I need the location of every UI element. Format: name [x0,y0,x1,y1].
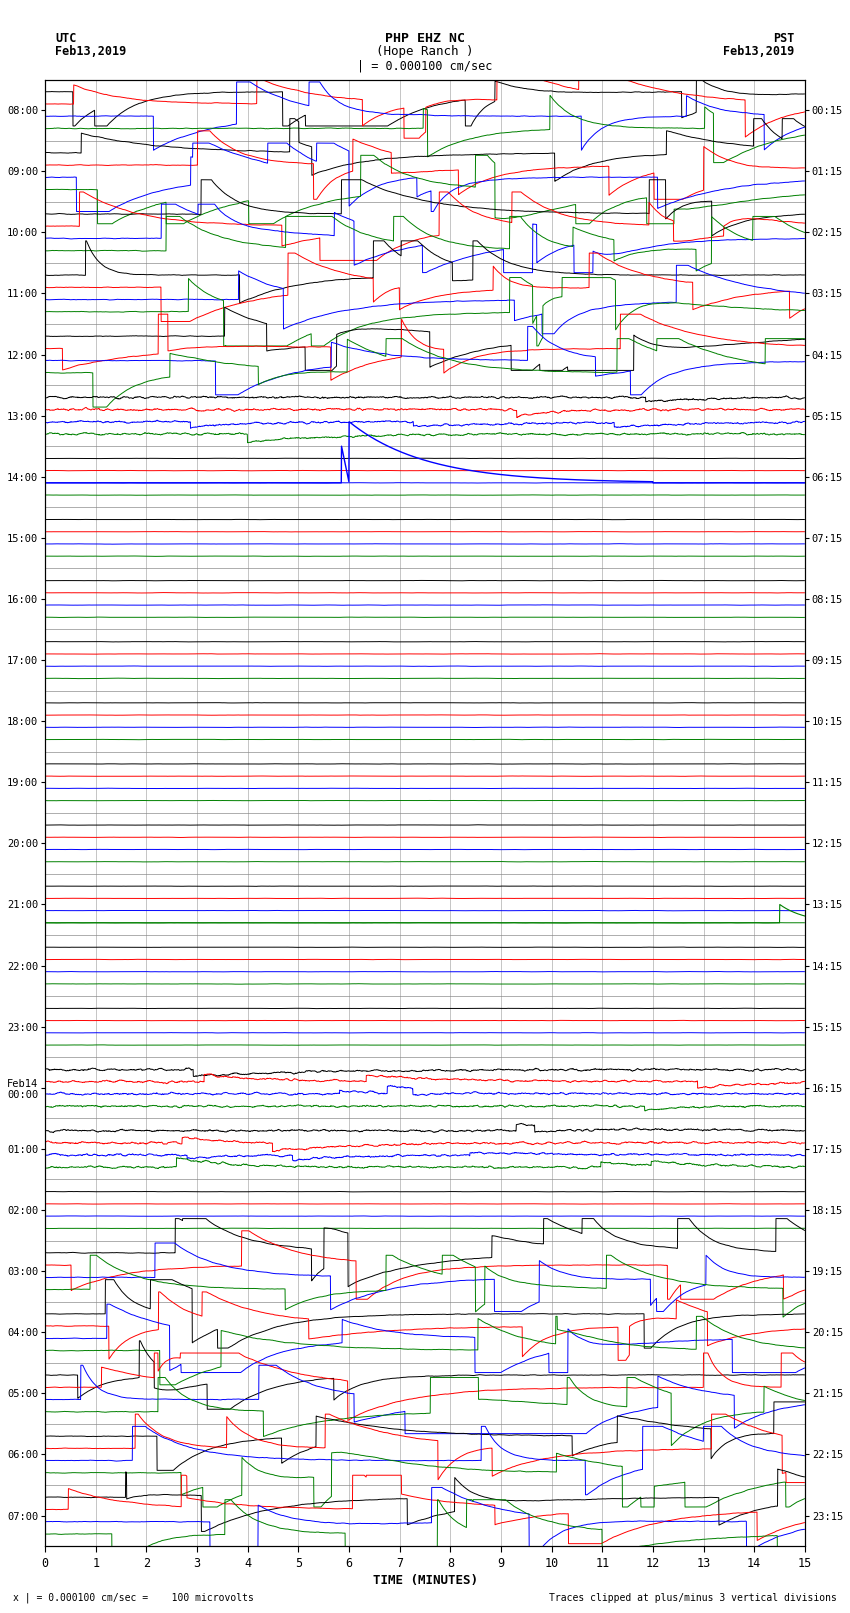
Text: PST: PST [774,32,795,45]
Text: x | = 0.000100 cm/sec =    100 microvolts: x | = 0.000100 cm/sec = 100 microvolts [13,1592,253,1603]
Text: (Hope Ranch ): (Hope Ranch ) [377,45,473,58]
Text: UTC: UTC [55,32,76,45]
Text: Traces clipped at plus/minus 3 vertical divisions: Traces clipped at plus/minus 3 vertical … [549,1594,837,1603]
Text: Feb13,2019: Feb13,2019 [723,45,795,58]
Text: | = 0.000100 cm/sec: | = 0.000100 cm/sec [357,60,493,73]
Text: Feb13,2019: Feb13,2019 [55,45,127,58]
Text: PHP EHZ NC: PHP EHZ NC [385,32,465,45]
X-axis label: TIME (MINUTES): TIME (MINUTES) [372,1574,478,1587]
